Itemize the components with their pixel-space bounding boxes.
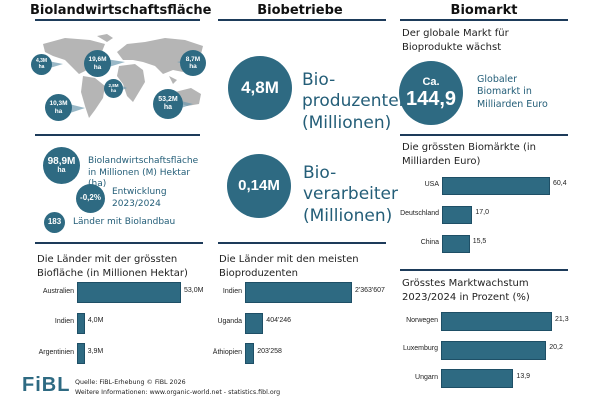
bar: [442, 235, 470, 253]
bar-label: USA: [424, 181, 439, 188]
stat-unit: ha: [57, 167, 66, 175]
heading-biobetriebe: Biobetriebe: [257, 3, 343, 18]
chart-title-area: Die Länder mit der grössten Biofläche (i…: [37, 254, 188, 279]
bubble-unit: ha: [54, 107, 63, 115]
bar-value: 53,0M: [184, 286, 204, 294]
divider: [400, 134, 568, 136]
bar-label: Deutschland: [400, 210, 439, 217]
bar: [77, 312, 85, 334]
market-text: Globaler Biomarkt in Milliarden Euro: [477, 74, 548, 110]
divider: [400, 19, 568, 21]
map-bubble-latin-america: 10,3M ha: [45, 94, 72, 121]
development-circle: -0,2%: [76, 184, 105, 213]
market-subtitle: Der globale Markt für Bioprodukte wächst: [402, 28, 509, 53]
bar: [245, 343, 255, 364]
bar-value: 203'258: [257, 347, 282, 355]
total-area-text: Biolandwirtschaftsfläche in Millionen (M…: [88, 156, 199, 190]
bar: [441, 312, 552, 331]
bar: [442, 177, 550, 195]
bar: [441, 369, 514, 388]
bar-value: 17,0: [475, 209, 490, 216]
stat-value: 183: [47, 217, 62, 227]
bar-value: 13,9: [516, 372, 531, 380]
stat-value: 0,14M: [238, 176, 280, 194]
divider: [218, 19, 386, 21]
stat-value: -0,2%: [80, 193, 101, 203]
bar-value: 3,9M: [87, 347, 104, 355]
processors-circle: 0,14M: [227, 154, 291, 218]
bar-value: 60,4: [553, 180, 567, 187]
bubble-value: 10,3M: [49, 100, 68, 108]
producers-circle: 4,8M: [228, 56, 292, 120]
map-bubble-europe: 19,6M ha: [84, 50, 111, 77]
footer-source: Quelle: FiBL-Erhebung © FiBL 2026: [75, 379, 186, 386]
divider: [400, 269, 568, 271]
bar: [442, 206, 473, 224]
total-area-circle: 98,9M ha: [43, 147, 80, 184]
bar-label: Luxemburg: [402, 345, 438, 352]
map-bubble-oceania: 53,2M ha: [153, 89, 183, 119]
bar: [77, 343, 85, 364]
producers-text: Bio- produzenten (Millionen): [302, 70, 410, 133]
countries-circle: 183: [44, 212, 65, 233]
chart-title-producers: Die Länder mit den meisten Bioproduzente…: [219, 254, 359, 279]
chart-title-markets: Die grössten Biomärkte (in Milliarden Eu…: [402, 142, 536, 167]
bar-label: Äthiopien: [212, 348, 242, 356]
bar-value: 21,3: [555, 315, 569, 323]
map-bubble-africa: 2,8M ha: [104, 79, 123, 98]
divider: [35, 134, 200, 136]
footer-more-info[interactable]: Weitere Informationen: www.organic-world…: [75, 388, 281, 396]
bar: [245, 282, 352, 303]
divider: [218, 242, 386, 244]
bubble-value: 53,2M: [158, 96, 178, 104]
chart-title-growth: Grösstes Marktwachstum 2023/2024 in Proz…: [402, 278, 530, 303]
fibl-logo: FiBL: [22, 374, 71, 396]
bar-value: 15,5: [472, 238, 487, 245]
map-bubble-asia: 8,7M ha: [180, 50, 206, 76]
bar: [441, 340, 547, 360]
bubble-value: 2,8M: [108, 82, 119, 88]
circle-value: 144,9: [405, 88, 457, 111]
processors-text: Bio- verarbeiter (Millionen): [303, 163, 399, 226]
bar: [245, 312, 264, 334]
divider: [35, 242, 203, 244]
bar-value: 20,2: [549, 344, 563, 351]
bubble-value: 19,6M: [88, 56, 107, 64]
bubble-value: 4,3M: [35, 58, 48, 64]
bubble-value: 8,7M: [185, 55, 201, 63]
bar-value: 404'246: [266, 317, 291, 324]
stat-value: 4,8M: [241, 77, 279, 97]
bar-label: Norwegen: [406, 316, 438, 324]
bar-value: 4,0M: [87, 317, 104, 324]
bar-label: China: [420, 239, 439, 246]
stat-value: 98,9M: [47, 156, 76, 168]
bar-label: Indien: [222, 287, 242, 295]
bar-label: Argentinien: [38, 348, 74, 356]
bar-label: Ungarn: [415, 373, 438, 381]
development-text: Entwicklung 2023/2024: [112, 187, 167, 209]
countries-text: Länder mit Biolandbau: [73, 217, 176, 227]
bubble-unit: ha: [110, 87, 117, 93]
bar-label: Indien: [54, 318, 74, 325]
bubble-unit: ha: [189, 63, 197, 70]
circle-prefix: Ca.: [422, 75, 440, 88]
map-bubble-usa-west: 4,3M ha: [31, 54, 52, 75]
bar: [77, 282, 181, 303]
footer-text: Quelle: FiBL-Erhebung © FiBL 2026 Weiter…: [75, 378, 280, 398]
bar-label: Uganda: [217, 318, 242, 325]
divider: [35, 19, 200, 21]
bubble-unit: ha: [163, 104, 173, 111]
heading-biolandwirtschaftsflaeche: Biolandwirtschaftsfläche: [30, 3, 212, 18]
bubble-unit: ha: [93, 63, 102, 71]
bar-value: 2'363'607: [355, 286, 385, 294]
bar-label: Australien: [42, 287, 74, 295]
bubble-unit: ha: [38, 63, 45, 70]
market-circle: Ca. 144,9: [399, 61, 463, 125]
heading-biomarkt: Biomarkt: [450, 3, 518, 18]
